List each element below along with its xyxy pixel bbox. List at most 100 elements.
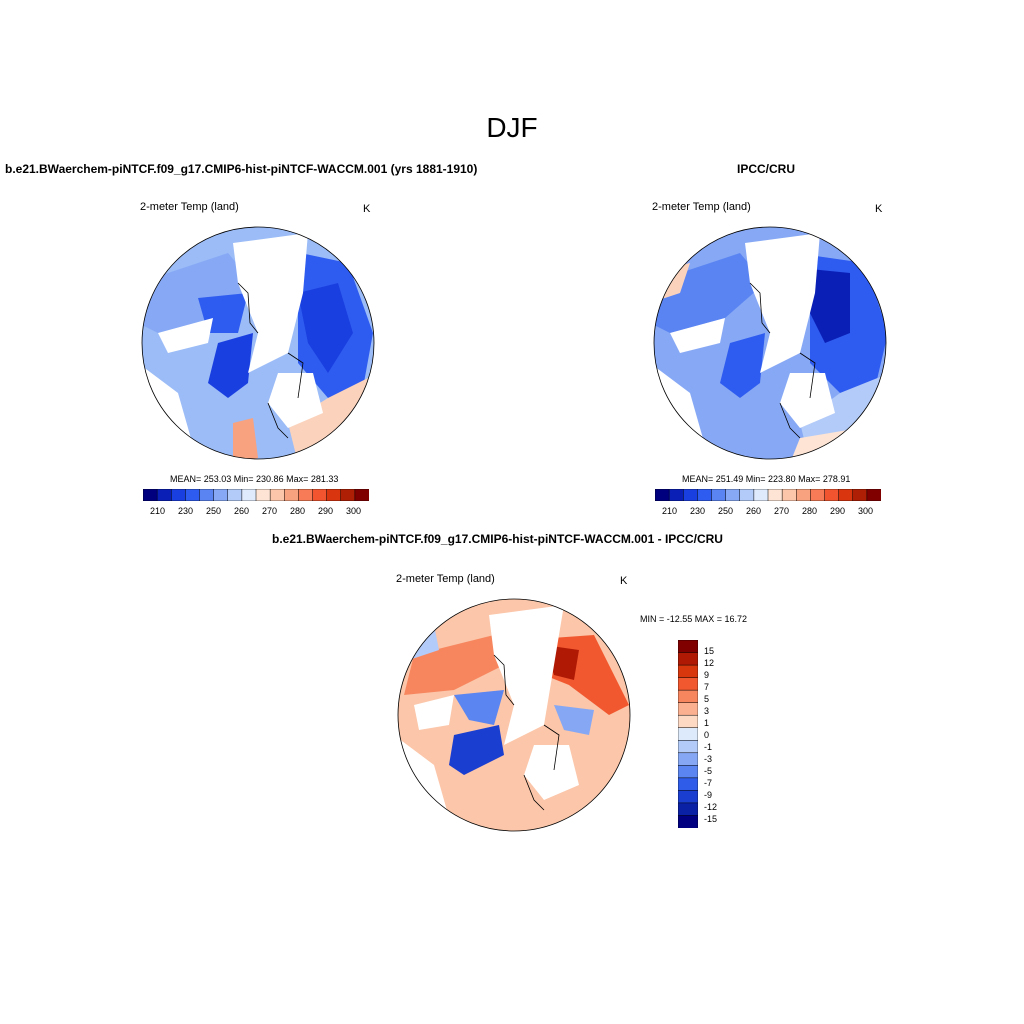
colorbar-swatch xyxy=(739,489,755,501)
panel-1-colorbar xyxy=(143,489,369,501)
page-title: DJF xyxy=(486,112,538,143)
arctic-ocean xyxy=(489,605,564,745)
british-isles-region xyxy=(233,418,258,459)
panel-3-units-label: K xyxy=(620,575,628,587)
colorbar-swatch xyxy=(255,489,271,501)
coastline xyxy=(493,654,560,811)
panel-2-colorbar xyxy=(655,489,881,501)
map-boundary xyxy=(141,226,375,460)
colorbar-swatch xyxy=(683,489,698,501)
colorbar-swatch xyxy=(354,489,369,501)
panel-2-variable-label: 2-meter Temp (land) xyxy=(652,201,751,213)
greenland-region xyxy=(720,333,765,398)
panel-3-tick: 12 xyxy=(704,658,715,668)
canada-warm-region xyxy=(404,635,504,695)
colorbar-swatch xyxy=(156,489,172,501)
colorbar-swatch xyxy=(725,489,741,501)
panel-3-tick: -12 xyxy=(704,802,718,812)
arctic-ocean xyxy=(745,233,820,373)
colorbar-swatch xyxy=(678,664,698,679)
colorbar-swatch xyxy=(678,777,698,791)
panel-1-title: b.e21.BWaerchem-piNTCF.f09_g17.CMIP6-his… xyxy=(5,162,478,176)
panel-2-tick: 270 xyxy=(774,506,790,516)
colorbar-swatch xyxy=(796,489,811,501)
colorbar-swatch xyxy=(171,489,186,501)
colorbar-swatch xyxy=(227,489,243,501)
panel-2-stats: MEAN= 251.49 Min= 223.80 Max= 278.91 xyxy=(682,474,851,484)
panel-1-tick: 300 xyxy=(346,506,362,516)
greenland-region xyxy=(208,333,253,398)
panel-1-tick: 260 xyxy=(234,506,250,516)
hudson-bay-ocean xyxy=(158,318,213,353)
colorbar-swatch xyxy=(678,640,698,654)
panel-1-tick: 290 xyxy=(318,506,334,516)
panel-1-variable-label: 2-meter Temp (land) xyxy=(140,201,239,213)
colorbar-swatch xyxy=(810,489,826,501)
coastline xyxy=(237,282,304,439)
colorbar-swatch xyxy=(781,489,797,501)
panel-3-tick: 15 xyxy=(704,646,715,656)
panel-3-tick: 9 xyxy=(704,670,710,680)
colorbar-swatch xyxy=(241,489,257,501)
panel-3-variable-label: 2-meter Temp (land) xyxy=(396,573,495,585)
panel-3-tick: 5 xyxy=(704,694,710,704)
panel-1-tick: 230 xyxy=(178,506,194,516)
arctic-ocean xyxy=(233,233,308,373)
colorbar-swatch xyxy=(326,489,342,501)
north-america-region xyxy=(142,253,253,333)
map-boundary xyxy=(397,598,631,832)
siberia-core-region xyxy=(298,283,353,373)
colorbar-swatch xyxy=(678,790,698,804)
colorbar-swatch xyxy=(678,752,698,766)
colorbar-swatch xyxy=(697,489,713,501)
colorbar-swatch xyxy=(866,489,881,501)
colorbar-swatch xyxy=(678,702,698,716)
colorbar-swatch xyxy=(711,489,727,501)
hudson-bay-ocean xyxy=(414,695,454,730)
colorbar-swatch xyxy=(678,802,698,817)
panel-1-tick: 210 xyxy=(150,506,166,516)
panel-3-title: b.e21.BWaerchem-piNTCF.f09_g17.CMIP6-his… xyxy=(272,532,723,546)
panel-2-tick: 230 xyxy=(690,506,706,516)
canadian-archipelago-cold-region xyxy=(454,690,504,725)
panel-3-tick: -1 xyxy=(704,742,713,752)
colorbar-swatch xyxy=(668,489,684,501)
colorbar-swatch xyxy=(824,489,840,501)
greenland-cold-region xyxy=(449,725,504,775)
colorbar-swatch xyxy=(678,652,698,666)
colorbar-swatch xyxy=(678,815,698,828)
colorbar-swatch xyxy=(298,489,314,501)
panel-3-tick: -7 xyxy=(704,778,713,788)
panel-1-units-label: K xyxy=(363,203,371,215)
panel-3-tick: 7 xyxy=(704,682,710,692)
panel-3-tick: -9 xyxy=(704,790,713,800)
panel-3-tick: 1 xyxy=(704,718,710,728)
norwegian-sea-ocean xyxy=(780,373,835,428)
ural-cold-region xyxy=(554,705,594,735)
colorbar-swatch xyxy=(678,689,698,704)
colorbar-swatch xyxy=(340,489,356,501)
panel-1-stats: MEAN= 253.03 Min= 230.86 Max= 281.33 xyxy=(170,474,339,484)
colorbar-swatch xyxy=(143,489,158,501)
colorbar-swatch xyxy=(852,489,868,501)
norwegian-sea-ocean xyxy=(268,373,323,428)
colorbar-swatch xyxy=(655,489,670,501)
colorbar-swatch xyxy=(185,489,201,501)
panel-1-tick: 280 xyxy=(290,506,306,516)
panel-2-tick: 260 xyxy=(746,506,762,516)
colorbar-swatch xyxy=(269,489,285,501)
panel-2-polar-map xyxy=(653,226,887,460)
panel-1-polar-map xyxy=(141,226,375,460)
panel-3-tick: 3 xyxy=(704,706,710,716)
panel-2-tick: 290 xyxy=(830,506,846,516)
panel-3-tick: 0 xyxy=(704,730,710,740)
panel-2-tick: 300 xyxy=(858,506,874,516)
colorbar-swatch xyxy=(753,489,769,501)
north-america-region xyxy=(654,253,765,333)
colorbar-swatch xyxy=(312,489,328,501)
panel-2-tick: 280 xyxy=(802,506,818,516)
map-boundary xyxy=(653,226,887,460)
coastline xyxy=(749,282,816,439)
panel-3-stats: MIN = -12.55 MAX = 16.72 xyxy=(640,614,748,624)
panel-2-tick: 250 xyxy=(718,506,734,516)
